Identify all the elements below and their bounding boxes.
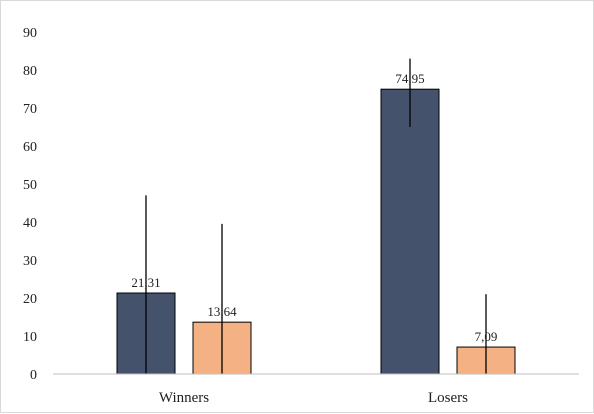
y-tick-label: 0 <box>30 368 37 383</box>
x-axis: Winners Losers <box>159 390 468 406</box>
y-tick-label: 80 <box>23 64 37 79</box>
data-label: 13,64 <box>207 304 237 319</box>
y-tick-label: 90 <box>23 26 37 41</box>
x-tick-label: Losers <box>428 390 468 406</box>
error-bars <box>145 58 487 374</box>
y-tick-label: 60 <box>23 140 37 155</box>
bar <box>380 88 440 375</box>
y-tick-label: 20 <box>23 292 37 307</box>
bars <box>116 88 516 375</box>
y-tick-label: 70 <box>23 102 37 117</box>
y-tick-label: 40 <box>23 216 37 231</box>
y-tick-label: 30 <box>23 254 37 269</box>
data-labels: 21,31 74,95 13,64 7,09 <box>131 71 497 344</box>
y-axis: 0 10 20 30 40 50 60 70 80 90 <box>23 26 37 383</box>
x-tick-label: Winners <box>159 390 209 406</box>
data-label: 74,95 <box>395 71 424 86</box>
y-tick-label: 50 <box>23 178 37 193</box>
data-label: 21,31 <box>131 275 160 290</box>
data-label: 7,09 <box>475 329 498 344</box>
y-tick-label: 10 <box>23 330 37 345</box>
